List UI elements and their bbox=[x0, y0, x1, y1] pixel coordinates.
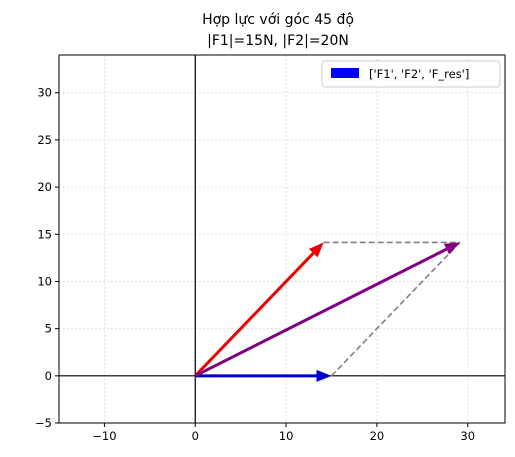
y-tick-label: 5 bbox=[45, 322, 52, 336]
plot-frame bbox=[58, 54, 506, 424]
vector-F1 bbox=[194, 242, 324, 377]
x-tick-label: 30 bbox=[460, 429, 475, 443]
legend-box bbox=[321, 60, 501, 88]
y-tick-label: 0 bbox=[45, 369, 52, 383]
y-tick-label: 30 bbox=[37, 86, 52, 100]
x-tick-label: 20 bbox=[370, 429, 385, 443]
force-vectors bbox=[194, 242, 460, 382]
chart-title: Hợp lực với góc 45 độ |F1|=15N, |F2|=20N bbox=[202, 12, 354, 49]
legend-label: ['F1', 'F2', 'F_res'] bbox=[369, 67, 469, 81]
vector-arrowhead bbox=[316, 369, 332, 382]
y-tick-label: 15 bbox=[37, 227, 52, 241]
vector-shaft bbox=[194, 247, 448, 378]
y-tick-label: −5 bbox=[35, 416, 52, 430]
vector-F_res bbox=[194, 242, 460, 378]
vector-arrowhead bbox=[308, 242, 324, 258]
chart-title-line-2: |F1|=15N, |F2|=20N bbox=[207, 33, 349, 49]
vector-F2 bbox=[195, 369, 332, 382]
legend-swatch bbox=[331, 68, 359, 78]
chart-title-line-1: Hợp lực với góc 45 độ bbox=[202, 12, 354, 28]
legend: ['F1', 'F2', 'F_res'] bbox=[321, 60, 501, 88]
y-tick-label: 25 bbox=[37, 133, 52, 147]
y-tick-label: 10 bbox=[37, 274, 52, 288]
y-tick-label: 20 bbox=[37, 180, 52, 194]
x-tick-label: 0 bbox=[192, 429, 199, 443]
x-tick-label: −10 bbox=[92, 429, 116, 443]
guide-line bbox=[330, 241, 461, 377]
grid bbox=[59, 55, 505, 424]
zero-axes bbox=[59, 55, 505, 423]
vector-shaft bbox=[194, 252, 315, 377]
parallelogram-guides bbox=[323, 241, 461, 377]
x-tick-label: 10 bbox=[279, 429, 294, 443]
vector-arrowhead bbox=[443, 242, 460, 255]
axis-ticks: −10 0 10 20 30 −5 0 5 10 15 20 25 30 bbox=[35, 86, 475, 443]
